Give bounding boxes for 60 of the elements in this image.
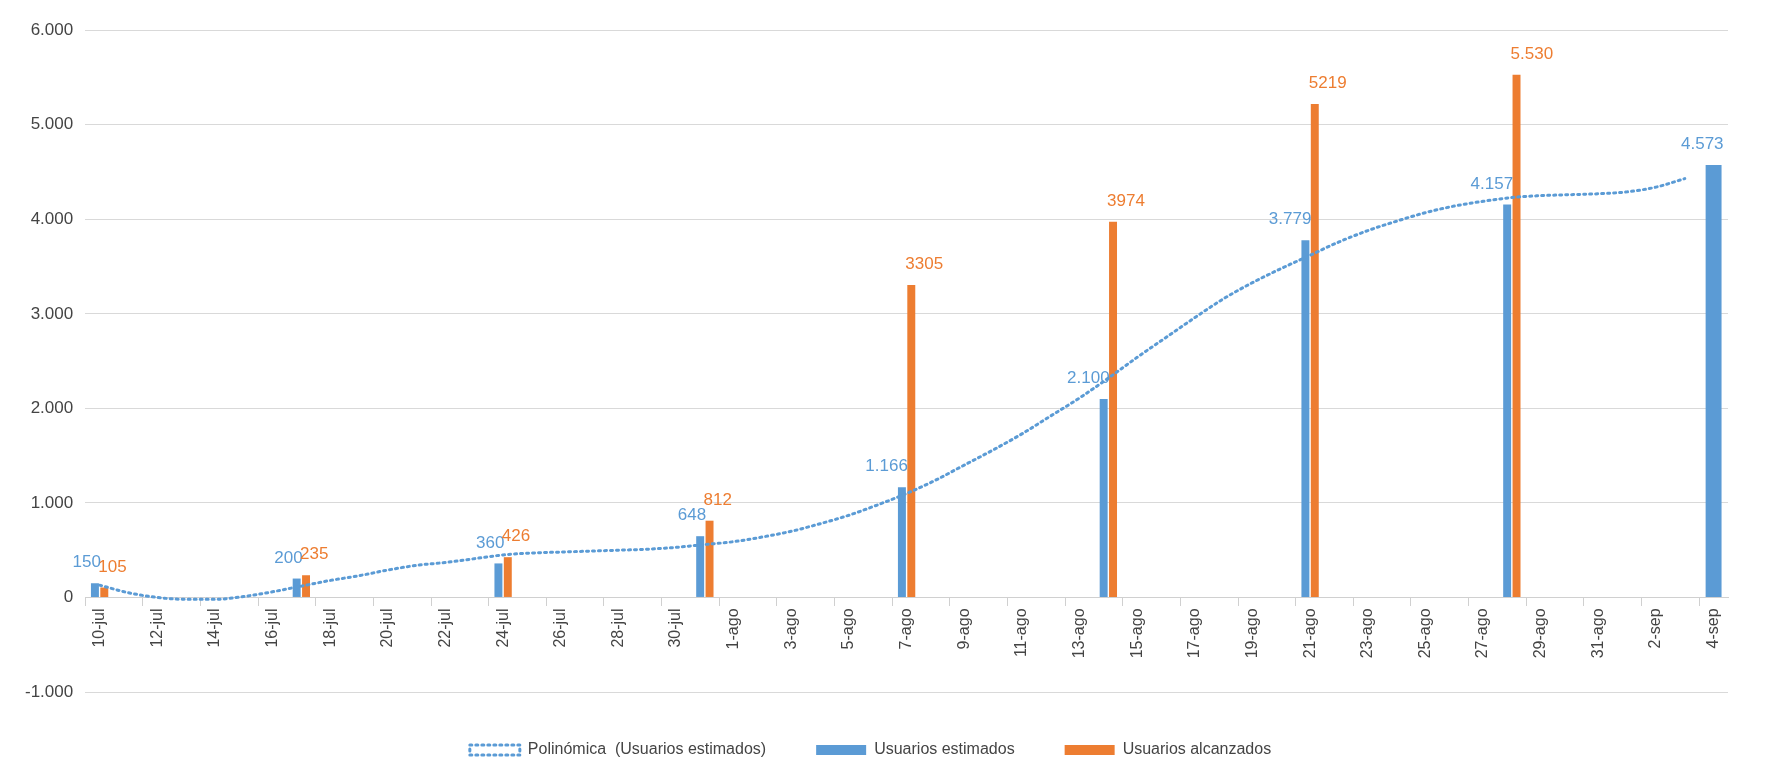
x-tick-label: 27-ago [1473, 608, 1491, 659]
x-tick-label: 28-jul [608, 608, 626, 648]
bar [696, 536, 705, 597]
bar [494, 563, 503, 597]
x-tick-label: 4-sep [1704, 608, 1721, 649]
bar [1109, 221, 1118, 597]
bar [1512, 74, 1521, 597]
bar [1301, 240, 1310, 597]
y-tick-label: 6.000 [30, 19, 74, 39]
y-tick-label: 1.000 [30, 492, 74, 512]
legend-label: Usuarios alcanzados [1122, 740, 1272, 758]
bar [503, 557, 512, 597]
y-tick-label: 5.000 [30, 114, 74, 134]
y-tick-label: 4.000 [30, 208, 74, 228]
data-label: 5219 [1308, 73, 1347, 93]
bar [1310, 104, 1319, 597]
x-tick-label: 18-jul [320, 608, 338, 648]
bar [897, 487, 906, 597]
x-tick-label: 13-ago [1069, 608, 1087, 659]
bar [705, 520, 714, 597]
legend-label: Usuarios estimados [874, 740, 1015, 758]
data-label: 3.779 [1268, 209, 1312, 229]
x-tick-label: 14-jul [205, 608, 223, 648]
x-tick-label: 24-jul [493, 608, 511, 648]
x-tick-label: 16-jul [262, 608, 280, 648]
bar [907, 284, 916, 597]
x-tick-label: 21-ago [1300, 608, 1318, 659]
data-label: 4.573 [1681, 134, 1724, 154]
bar [1099, 398, 1108, 597]
x-tick-label: 15-ago [1127, 608, 1145, 659]
x-tick-label: 2-sep [1646, 608, 1664, 649]
legend-label: Polinómica (Usuarios estimados) [527, 740, 767, 758]
x-tick-label: 10-jul [90, 608, 108, 648]
data-label: 3305 [905, 254, 944, 274]
x-tick-label: 3-ago [781, 608, 799, 650]
x-tick-label: 12-jul [147, 608, 165, 648]
x-tick-label: 22-jul [435, 608, 453, 648]
bar [1503, 204, 1512, 597]
y-tick-label: 2.000 [30, 398, 74, 418]
x-tick-label: 23-ago [1358, 608, 1376, 659]
data-label: 1.166 [865, 456, 908, 476]
x-tick-label: 1-ago [724, 608, 742, 650]
bar [100, 587, 109, 597]
y-tick-label: 0 [63, 587, 74, 607]
x-tick-label: 19-ago [1242, 608, 1260, 659]
x-tick-label: 25-ago [1415, 608, 1433, 659]
data-label: 3974 [1107, 190, 1145, 210]
x-tick-label: 7-ago [897, 608, 915, 650]
x-tick-label: 9-ago [954, 608, 972, 650]
y-tick-label: -1.000 [25, 681, 74, 701]
y-tick-label: 3.000 [30, 303, 74, 323]
x-tick-label: 30-jul [666, 608, 684, 648]
data-label: 5.530 [1510, 43, 1554, 63]
x-tick-label: 17-ago [1185, 608, 1203, 659]
x-tick-label: 29-ago [1531, 608, 1549, 659]
x-tick-label: 26-jul [551, 608, 569, 648]
x-tick-label: 11-ago [1012, 608, 1030, 658]
x-tick-label: 5-ago [839, 608, 857, 650]
x-tick-label: 20-jul [378, 608, 396, 648]
x-tick-label: 31-ago [1588, 608, 1606, 659]
